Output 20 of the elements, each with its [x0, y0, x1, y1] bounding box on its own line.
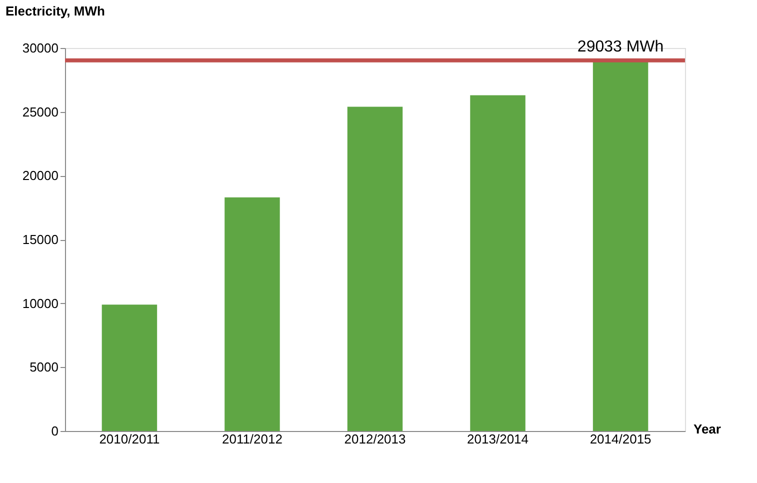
y-tick-label: 30000 — [22, 40, 58, 56]
bar — [470, 95, 526, 431]
y-tick-label: 15000 — [22, 232, 58, 247]
bar — [224, 197, 280, 431]
bar — [592, 60, 648, 431]
y-tick-label: 0 — [51, 424, 58, 438]
x-tick-label: 2014/2015 — [590, 432, 652, 446]
x-tick-label: 2013/2014 — [467, 432, 528, 446]
y-tick-label: 10000 — [22, 296, 58, 311]
bar — [347, 106, 403, 431]
x-tick-label: 2011/2012 — [222, 432, 282, 446]
y-tick-label: 20000 — [22, 168, 58, 184]
ref-line-label: 29033 MWh — [577, 38, 664, 56]
x-tick-label: 2012/2013 — [344, 432, 406, 446]
y-axis-title: Electricity, MWh — [6, 4, 105, 18]
x-axis-title: Year — [694, 422, 721, 436]
y-tick-label: 5000 — [30, 360, 58, 375]
y-tick-label: 25000 — [22, 104, 58, 120]
bar — [102, 304, 158, 431]
x-tick-label: 2010/2011 — [99, 432, 160, 446]
